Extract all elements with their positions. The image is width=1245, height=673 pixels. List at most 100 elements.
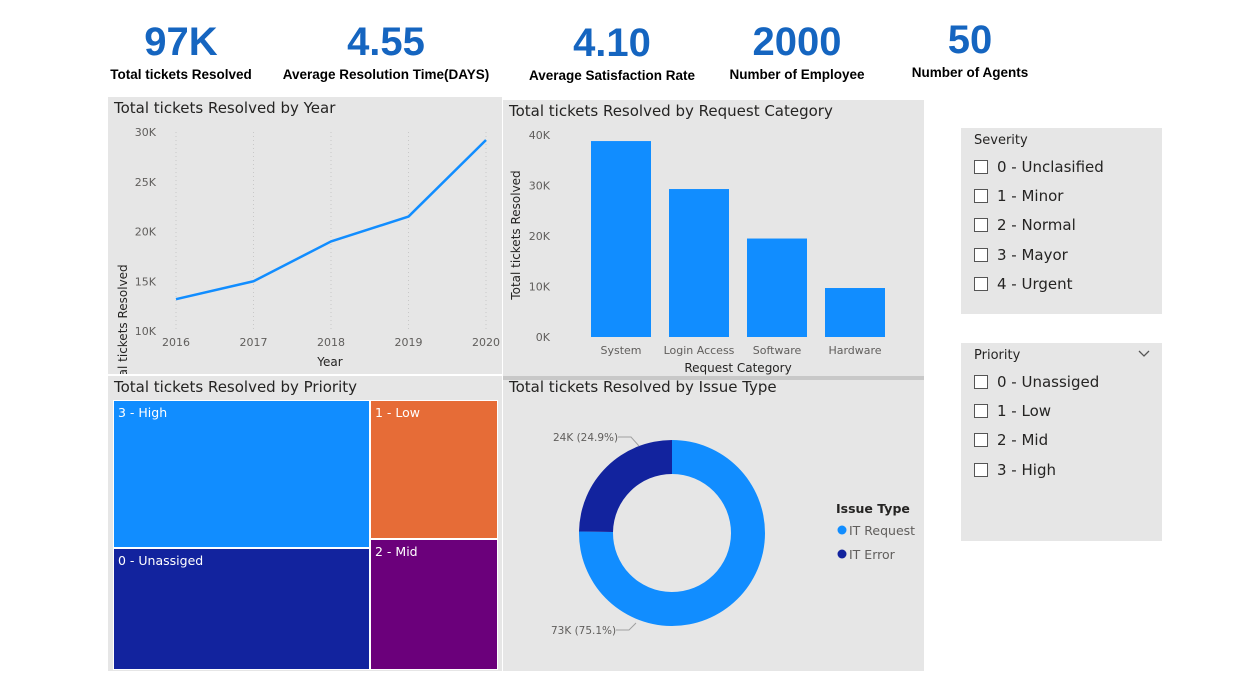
bar[interactable] [591,141,651,337]
treemap-cell-mid[interactable]: 2 - Mid [370,539,498,670]
donut-slice[interactable] [579,440,765,626]
x-tick-label: Hardware [828,344,881,357]
checkbox[interactable] [974,375,988,389]
chart-title: Total tickets Resolved by Priority [114,378,358,396]
x-tick-label: 2018 [317,336,345,349]
panel-divider [503,376,924,380]
priority-option[interactable]: 2 - Mid [974,429,1048,451]
option-label: 1 - Low [997,402,1052,420]
chart-title: Total tickets Resolved by Request Catego… [509,102,833,120]
option-label: 3 - Mayor [997,246,1068,264]
data-point[interactable] [406,214,412,220]
treemap-cell-low[interactable]: 1 - Low [370,400,498,539]
checkbox[interactable] [974,248,988,262]
checkbox[interactable] [974,404,988,418]
line-chart: Total tickets Resolved Year 2016 2017 2018… [116,126,500,374]
donut-slice[interactable] [579,440,672,533]
data-point[interactable] [328,238,334,244]
treemap-cell-unassiged[interactable]: 0 - Unassiged [113,548,370,670]
kpi-label: Average Satisfaction Rate [528,68,696,83]
y-axis-title: Total tickets Resolved [116,264,130,374]
slicer-title: Severity [974,133,1028,148]
option-label: 2 - Normal [997,216,1076,234]
priority-slicer: Priority 0 - Unassiged 1 - Low 2 - Mid 3… [961,343,1162,541]
kpi-number-of-employee: 2000 Number of Employee [718,20,876,82]
y-tick-label: 25K [135,176,157,189]
legend-dot-it-request [837,525,847,535]
y-tick-label: 10K [135,325,157,338]
option-label: 4 - Urgent [997,275,1073,293]
data-point[interactable] [251,278,257,284]
kpi-total-tickets: 97K Total tickets Resolved [100,20,262,82]
severity-option[interactable]: 3 - Mayor [974,244,1068,266]
chevron-down-icon[interactable] [1138,347,1150,362]
severity-option[interactable]: 1 - Minor [974,185,1063,207]
treemap-label: 0 - Unassiged [118,553,204,568]
option-label: 2 - Mid [997,431,1049,449]
x-tick-label: Software [753,344,802,357]
severity-option[interactable]: 0 - Unclasified [974,156,1104,178]
priority-option[interactable]: 0 - Unassiged [974,371,1099,393]
kpi-label: Total tickets Resolved [110,67,252,82]
checkbox[interactable] [974,160,988,174]
kpi-label: Number of Agents [911,65,1029,80]
y-axis-title: Total tickets Resolved [509,170,523,300]
treemap-cell-high[interactable]: 3 - High [113,400,370,548]
line-chart-panel: Total tickets Resolved by Year Total tic… [108,97,502,374]
option-label: 1 - Minor [997,187,1064,205]
checkbox[interactable] [974,433,988,447]
data-label: 73K (75.1%) [551,625,616,637]
treemap-label: 2 - Mid [375,544,418,559]
bar[interactable] [747,238,807,337]
data-label: 24K (24.9%) [553,432,618,444]
y-tick-label: 20K [529,230,551,243]
x-axis-title: Year [316,355,342,369]
x-tick-label: 2017 [240,336,268,349]
bar-chart: Total tickets Resolved Request Category … [509,129,885,375]
treemap-panel: Total tickets Resolved by Priority 3 - H… [108,376,502,671]
data-point[interactable] [483,137,489,143]
x-tick-label: 2020 [472,336,500,349]
kpi-label: Number of Employee [729,67,865,82]
priority-option[interactable]: 1 - Low [974,400,1051,422]
slicer-title: Priority [974,348,1021,363]
option-label: 0 - Unclasified [997,158,1104,176]
chart-title: Total tickets Resolved by Issue Type [509,378,777,396]
legend-label[interactable]: IT Request [849,523,915,538]
y-tick-label: 30K [135,126,157,139]
leader-line [618,436,640,447]
bar-chart-panel: Total tickets Resolved by Request Catego… [503,100,924,376]
data-point[interactable] [173,296,179,302]
bar[interactable] [825,288,885,337]
kpi-avg-resolution-time: 4.55 Average Resolution Time(DAYS) [276,20,496,82]
bar[interactable] [669,189,729,337]
option-label: 3 - High [997,461,1056,479]
y-tick-label: 40K [529,129,551,142]
treemap-label: 3 - High [118,405,168,420]
checkbox[interactable] [974,277,988,291]
y-tick-label: 15K [135,275,157,288]
priority-option[interactable]: 3 - High [974,459,1056,481]
legend-dot-it-error [837,549,847,559]
kpi-value: 2000 [752,20,842,64]
legend-label[interactable]: IT Error [849,547,896,562]
x-tick-label: Login Access [664,344,735,357]
y-tick-label: 30K [529,180,551,193]
kpi-avg-satisfaction: 4.10 Average Satisfaction Rate [520,21,704,83]
checkbox[interactable] [974,189,988,203]
x-axis-title: Request Category [684,361,791,375]
checkbox[interactable] [974,218,988,232]
x-tick-label: System [600,344,641,357]
checkbox[interactable] [974,463,988,477]
option-label: 0 - Unassiged [997,373,1100,391]
series-line[interactable] [175,139,487,301]
treemap-label: 1 - Low [375,405,421,420]
kpi-value: 97K [144,20,218,64]
severity-option[interactable]: 2 - Normal [974,214,1076,236]
legend-title: Issue Type [836,501,910,516]
severity-option[interactable]: 4 - Urgent [974,273,1073,295]
y-tick-label: 20K [135,226,157,239]
leader-line [616,622,637,631]
kpi-value: 50 [947,18,993,62]
y-tick-label: 10K [529,281,551,294]
